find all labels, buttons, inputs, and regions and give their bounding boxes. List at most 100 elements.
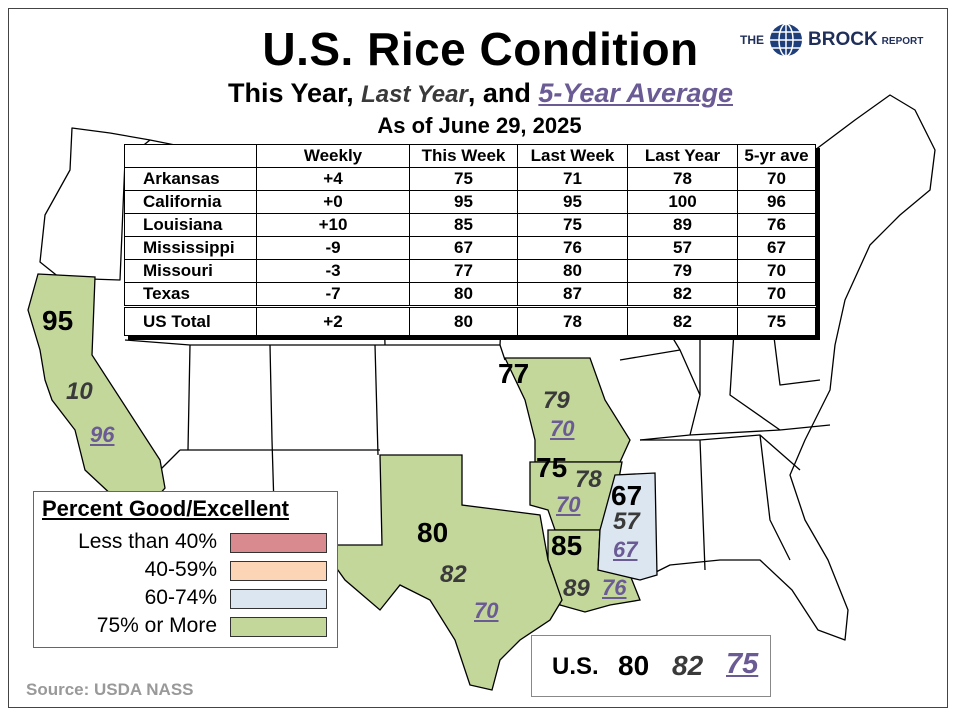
logo-report: REPORT (881, 36, 924, 47)
table-value-cell: 100 (627, 190, 738, 214)
table-header-row: Weekly This Week Last Week Last Year 5-y… (124, 144, 816, 168)
arkansas-this-week: 75 (536, 452, 568, 483)
legend-label: 60-74% (144, 586, 217, 609)
table-value-cell: 67 (737, 236, 816, 260)
mississippi-average: 67 (613, 537, 638, 562)
legend-item: Less than 40% (34, 530, 339, 556)
table-total-row: US Total +2 80 78 82 75 (124, 305, 816, 336)
table-value-cell: 82 (627, 305, 738, 336)
table-state-cell: Louisiana (124, 213, 257, 237)
subtitle-last-year: Last Year (361, 81, 468, 108)
table-state-cell: US Total (124, 305, 257, 336)
table-value-cell: 95 (517, 190, 628, 214)
legend-label: 75% or More (96, 614, 217, 637)
globe-icon (770, 23, 802, 57)
table-state-cell: Mississippi (124, 236, 257, 260)
table-value-cell: 80 (517, 259, 628, 283)
table-value-cell: 78 (517, 305, 628, 336)
table-row: Louisiana +10 85 75 89 76 (124, 213, 816, 237)
table-value-cell: 79 (627, 259, 738, 283)
us-summary-box: U.S. 80 82 75 (531, 635, 771, 697)
table-row: Mississippi -9 67 76 57 67 (124, 236, 816, 260)
table-state-cell: California (124, 190, 257, 214)
table-value-cell: +4 (256, 167, 410, 191)
logo-brock: BROCK (808, 29, 878, 50)
condition-table: Weekly This Week Last Week Last Year 5-y… (124, 144, 816, 336)
us-summary-last-year: 82 (672, 650, 704, 681)
table-value-cell: 76 (517, 236, 628, 260)
table-value-cell: 75 (409, 167, 518, 191)
brock-report-logo: THE BROCK REPORT (740, 20, 923, 60)
table-value-cell: 77 (409, 259, 518, 283)
table-value-cell: 96 (737, 190, 816, 214)
table-value-cell: +10 (256, 213, 410, 237)
table-row: Texas -7 80 87 82 70 (124, 282, 816, 307)
table-value-cell: -9 (256, 236, 410, 260)
us-summary-average: 75 (726, 648, 759, 680)
table-row: Arkansas +4 75 71 78 70 (124, 167, 816, 191)
table-value-cell: 95 (409, 190, 518, 214)
col-header-weekly: Weekly (256, 144, 410, 168)
col-header-5yr-ave: 5-yr ave (737, 144, 816, 168)
table-value-cell: 87 (517, 282, 628, 307)
table-value-cell: 57 (627, 236, 738, 260)
table-value-cell: 82 (627, 282, 738, 307)
texas-state (318, 454, 563, 691)
california-average: 96 (90, 422, 115, 447)
louisiana-last-year: 89 (563, 575, 590, 602)
as-of-date: As of June 29, 2025 (377, 113, 582, 138)
table-row: California +0 95 95 100 96 (124, 190, 816, 214)
texas-average: 70 (474, 598, 499, 623)
table-value-cell: 76 (737, 213, 816, 237)
legend-item: 40-59% (34, 558, 339, 584)
table-row: Missouri -3 77 80 79 70 (124, 259, 816, 283)
col-header-this-week: This Week (409, 144, 518, 168)
table-value-cell: -3 (256, 259, 410, 283)
legend-title: Percent Good/Excellent (42, 496, 289, 521)
legend-swatch (230, 533, 327, 553)
legend-swatch (230, 589, 327, 609)
legend: Percent Good/Excellent Less than 40% 40-… (33, 491, 338, 648)
col-header-last-year: Last Year (627, 144, 738, 168)
legend-item: 60-74% (34, 586, 339, 612)
legend-label: 40-59% (144, 558, 217, 581)
texas-this-week: 80 (417, 517, 449, 548)
table-value-cell: 89 (627, 213, 738, 237)
us-summary-label: U.S. (552, 653, 599, 680)
table-value-cell: -7 (256, 282, 410, 307)
mississippi-this-week: 67 (611, 480, 643, 511)
legend-label: Less than 40% (78, 530, 217, 553)
california-last-year: 10 (66, 378, 93, 405)
table-state-cell: Arkansas (124, 167, 257, 191)
col-header-last-week: Last Week (517, 144, 628, 168)
table-value-cell: 75 (517, 213, 628, 237)
table-value-cell: 85 (409, 213, 518, 237)
california-state (27, 273, 166, 506)
mississippi-last-year: 57 (613, 508, 640, 535)
figure-frame (8, 8, 948, 708)
table-state-cell: Missouri (124, 259, 257, 283)
california-this-week: 95 (42, 305, 74, 336)
legend-swatch (230, 561, 327, 581)
table-value-cell: 80 (409, 282, 518, 307)
table-value-cell: 78 (627, 167, 738, 191)
us-summary-this-week: 80 (618, 650, 650, 681)
louisiana-this-week: 85 (551, 530, 583, 561)
table-value-cell: 70 (737, 259, 816, 283)
table-value-cell: 70 (737, 282, 816, 307)
table-state-cell: Texas (124, 282, 257, 307)
table-value-cell: 80 (409, 305, 518, 336)
table-value-cell: +0 (256, 190, 410, 214)
source-note: Source: USDA NASS (26, 680, 194, 699)
missouri-average: 70 (550, 416, 575, 441)
louisiana-average: 76 (602, 575, 627, 600)
table-value-cell: 70 (737, 167, 816, 191)
table-value-cell: 71 (517, 167, 628, 191)
col-header-state (124, 144, 257, 168)
logo-the: THE (740, 33, 764, 47)
table-value-cell: 75 (737, 305, 816, 336)
east-outline (639, 94, 936, 641)
missouri-this-week: 77 (498, 358, 530, 389)
legend-item: 75% or More (34, 614, 339, 640)
